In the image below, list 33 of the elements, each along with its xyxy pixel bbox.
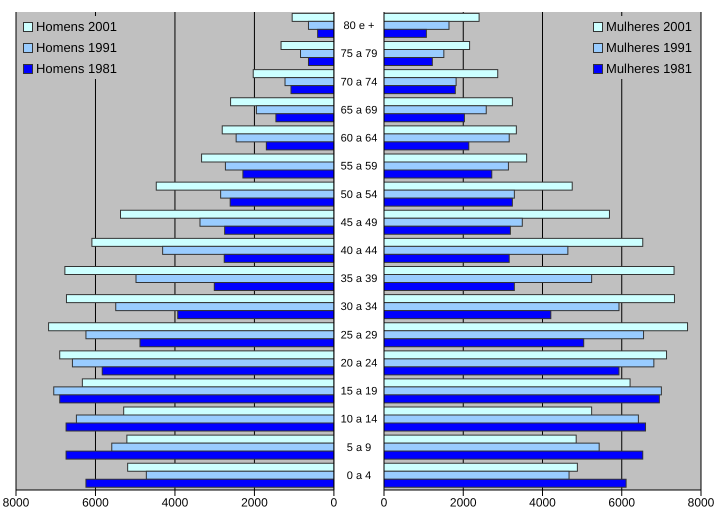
y-tick-label: 5 a 9	[346, 442, 372, 454]
x-tick-label: 2000	[241, 496, 268, 510]
x-tick-label: 2000	[450, 496, 477, 510]
y-tick-label: 80 e +	[344, 20, 374, 32]
x-tick-label: 4000	[529, 496, 556, 510]
legend-label: Homens 2001	[36, 18, 117, 36]
legend-label: Mulheres 1981	[606, 60, 692, 78]
x-tick-label: 6000	[608, 496, 636, 510]
y-tick-label: 20 a 24	[340, 357, 378, 370]
y-tick-label: 60 a 64	[340, 132, 378, 145]
x-tick-label: 4000	[162, 496, 189, 510]
y-tick-label: 50 a 54	[340, 188, 378, 201]
y-tick-label: 10 a 14	[340, 414, 378, 426]
y-tick-label: 15 a 19	[340, 386, 378, 398]
y-tick-label: 25 a 29	[340, 329, 378, 342]
x-tick-label: 6000	[82, 496, 110, 510]
x-tick-label: 8000	[688, 496, 715, 510]
y-tick-label: 40 a 44	[340, 245, 378, 257]
x-tick-label: 0	[330, 496, 338, 510]
x-tick-label: 0	[380, 496, 388, 510]
y-tick-label: 55 a 59	[340, 160, 378, 173]
y-tick-label: 45 a 49	[340, 216, 378, 229]
x-tick-label: 8000	[2, 496, 30, 510]
y-tick-label: 65 a 69	[340, 104, 378, 116]
legend-label: Mulheres 2001	[606, 18, 692, 36]
y-tick-label: 70 a 74	[340, 76, 378, 88]
legend-label: Homens 1991	[36, 39, 117, 57]
legend-label: Mulheres 1991	[606, 39, 692, 57]
y-tick-label: 0 a 4	[346, 470, 372, 482]
legend-label: Homens 1981	[36, 60, 117, 78]
y-tick-label: 75 a 79	[340, 48, 378, 60]
y-tick-label: 35 a 39	[340, 273, 378, 286]
y-tick-label: 30 a 34	[340, 301, 378, 314]
